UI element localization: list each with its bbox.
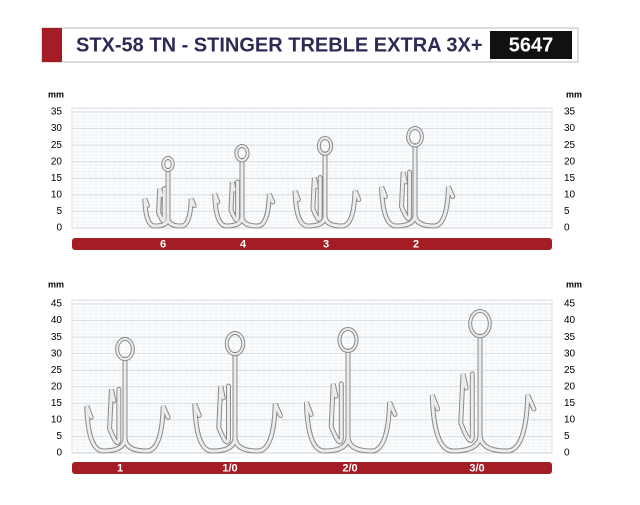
- scale-label-left: 25: [51, 140, 63, 151]
- size-bar: [72, 462, 552, 474]
- scale-label-right: 5: [564, 206, 570, 217]
- hook-body: [430, 334, 536, 453]
- scale-label-left: 40: [51, 315, 63, 326]
- scale-label-right: 35: [564, 332, 576, 343]
- hook-eye-inner: [317, 137, 333, 155]
- scale-label-right: 30: [564, 123, 576, 134]
- hook-eye-inner: [235, 145, 249, 162]
- hook-body: [143, 168, 196, 228]
- scale-label-left: 20: [51, 381, 63, 392]
- hook-body: [193, 352, 282, 453]
- hook-eye-inner: [116, 338, 134, 361]
- scale-label-left: 30: [51, 348, 63, 359]
- unit-label-left: mm: [48, 279, 64, 289]
- scale-label-right: 45: [564, 299, 576, 310]
- scale-label-right: 20: [564, 381, 576, 392]
- scale-label-right: 5: [564, 431, 570, 442]
- hook-body: [304, 349, 397, 453]
- hook-body: [380, 144, 455, 228]
- hook-body: [85, 357, 170, 453]
- scale-label-left: 25: [51, 365, 63, 376]
- scale-label-left: 35: [51, 107, 63, 118]
- hook-eye-inner: [469, 310, 491, 338]
- scale-label-left: 10: [51, 189, 63, 200]
- scale-label-right: 15: [564, 173, 576, 184]
- size-label: 3/0: [469, 462, 484, 474]
- unit-label-right: mm: [566, 89, 582, 99]
- scale-label-right: 10: [564, 415, 576, 426]
- scale-label-right: 35: [564, 107, 576, 118]
- scale-label-right: 20: [564, 156, 576, 167]
- size-label: 2/0: [342, 462, 357, 474]
- header-accent: [42, 28, 62, 62]
- scale-label-left: 0: [56, 223, 62, 234]
- scale-label-left: 5: [56, 206, 62, 217]
- scale-label-left: 0: [56, 448, 62, 459]
- scale-label-left: 15: [51, 173, 63, 184]
- scale-label-left: 5: [56, 431, 62, 442]
- scale-label-left: 20: [51, 156, 63, 167]
- scale-label-right: 10: [564, 189, 576, 200]
- scale-label-left: 15: [51, 398, 63, 409]
- scale-label-right: 0: [564, 223, 570, 234]
- hook-eye-inner: [338, 328, 358, 352]
- scale-label-right: 15: [564, 398, 576, 409]
- header-box: [41, 27, 579, 63]
- scale-label-left: 35: [51, 332, 63, 343]
- hook-eye-inner: [225, 332, 245, 356]
- scale-label-right: 30: [564, 348, 576, 359]
- scale-label-right: 25: [564, 365, 576, 376]
- hook-eye-inner: [162, 157, 174, 172]
- unit-label-left: mm: [48, 89, 64, 99]
- header-title: STX-58 TN - STINGER TREBLE EXTRA 3X+: [76, 34, 483, 56]
- size-label: 3: [323, 238, 329, 250]
- size-label: 6: [160, 238, 166, 250]
- size-label: 1/0: [222, 462, 237, 474]
- product-code: 5647: [509, 34, 554, 56]
- scale-label-left: 45: [51, 299, 63, 310]
- unit-label-right: mm: [566, 279, 582, 289]
- size-bar: [72, 238, 552, 250]
- size-label: 1: [117, 462, 123, 474]
- hook-body: [293, 152, 361, 228]
- hook-eye-inner: [407, 127, 423, 147]
- scale-label-right: 25: [564, 140, 576, 151]
- code-box: [490, 31, 572, 59]
- scale-label-right: 40: [564, 315, 576, 326]
- scale-label-left: 30: [51, 123, 63, 134]
- hook-body: [213, 158, 275, 228]
- scale-label-left: 10: [51, 415, 63, 426]
- scale-label-right: 0: [564, 448, 570, 459]
- size-label: 4: [240, 238, 247, 250]
- size-label: 2: [413, 238, 419, 250]
